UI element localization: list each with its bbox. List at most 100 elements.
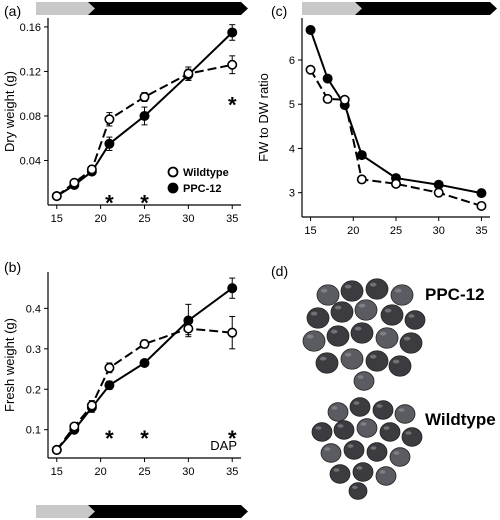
- seed-highlight: [393, 451, 400, 455]
- photo-label-ppc12: PPC-12: [425, 285, 485, 304]
- seed: [375, 466, 397, 486]
- x-tick-label: 25: [138, 466, 150, 478]
- panel-label-a: (a): [4, 3, 21, 19]
- seed: [372, 400, 394, 420]
- seed: [348, 482, 368, 500]
- data-point-ppc-12: [305, 24, 316, 35]
- seed: [394, 404, 416, 424]
- seed-highlight: [330, 329, 338, 334]
- y-tick-label: 5: [289, 99, 295, 111]
- seed: [404, 310, 426, 330]
- x-tick-label: 30: [433, 225, 445, 237]
- seed-highlight: [392, 359, 400, 364]
- seed-highlight: [379, 331, 387, 336]
- seed: [329, 464, 351, 484]
- x-tick-label: 20: [347, 225, 359, 237]
- seed-highlight: [334, 305, 342, 310]
- seed-highlight: [408, 314, 415, 318]
- legend-marker-ppc-12: [167, 182, 179, 194]
- x-tick-label: 30: [182, 213, 194, 225]
- seed-highlight: [369, 354, 377, 359]
- data-point-wildtype: [305, 64, 316, 75]
- seed: [320, 443, 342, 463]
- data-point-wildtype: [139, 92, 150, 103]
- data-point-ppc-12: [227, 283, 238, 294]
- x-tick-label: 35: [226, 213, 238, 225]
- seed-highlight: [333, 468, 340, 472]
- seed-highlight: [384, 308, 392, 313]
- data-point-wildtype: [183, 323, 194, 334]
- data-point-ppc-12: [139, 357, 150, 368]
- seed-highlight: [319, 356, 327, 361]
- stage-bar-dark-segment: [355, 2, 497, 15]
- significance-star: *: [105, 426, 114, 451]
- data-point-ppc-12: [104, 138, 115, 149]
- x-tick-label: 15: [51, 213, 63, 225]
- seed: [340, 280, 364, 302]
- y-axis-label: Dry weight (g): [2, 71, 17, 152]
- seed-highlight: [324, 447, 331, 451]
- stage-bar-dark-segment: [88, 2, 248, 15]
- seed-highlight: [370, 446, 377, 450]
- x-tick-label: 35: [226, 466, 238, 478]
- series-line-ppc-12: [309, 29, 482, 195]
- y-tick-label: 0.3: [26, 344, 41, 356]
- y-tick-label: 0.2: [26, 384, 41, 396]
- seed-highlight: [403, 336, 411, 341]
- seed-highlight: [369, 282, 377, 287]
- y-tick-label: 3: [289, 188, 295, 200]
- data-point-wildtype: [104, 114, 115, 125]
- y-tick-label: 0.12: [20, 66, 41, 78]
- panel-label-c: (c): [271, 3, 287, 19]
- seed-highlight: [383, 426, 390, 430]
- seed-highlight: [379, 470, 386, 474]
- seed-highlight: [347, 444, 354, 448]
- data-point-ppc-12: [433, 179, 444, 190]
- seed-highlight: [306, 334, 314, 339]
- seed: [352, 462, 374, 482]
- data-point-wildtype: [51, 191, 62, 202]
- x-tick-label: 25: [138, 213, 150, 225]
- seed-highlight: [315, 426, 322, 430]
- data-point-wildtype: [356, 174, 367, 185]
- data-point-wildtype: [227, 59, 238, 70]
- data-point-wildtype: [227, 327, 238, 338]
- seed: [365, 350, 389, 372]
- seed-highlight: [356, 466, 363, 470]
- chart-fw-dw-ratio: 3 4 5 6 15 20 25 30 35 FW to DW ratio: [256, 18, 490, 237]
- seed-photograph: PPC-12 Wildtype: [302, 278, 496, 500]
- panel-label-b: (b): [4, 259, 21, 275]
- panel-label-d: (d): [271, 263, 288, 279]
- data-point-wildtype: [104, 362, 115, 373]
- data-point-wildtype: [86, 400, 97, 411]
- seed-highlight: [357, 375, 364, 379]
- seed-highlight: [310, 311, 318, 316]
- chart-dry-weight: 0.04 0.08 0.12 0.16 15 20 25 30 35 Dry weight (g)…: [2, 18, 241, 225]
- seed: [330, 301, 354, 323]
- seed: [388, 355, 412, 377]
- legend-marker-wildtype: [167, 166, 179, 178]
- legend-label-ppc-12: PPC-12: [183, 183, 222, 195]
- data-point-wildtype: [183, 68, 194, 79]
- x-tick-label: 15: [304, 225, 316, 237]
- seed-cluster-ppc12: [302, 278, 426, 391]
- data-point-ppc-12: [139, 110, 150, 121]
- y-tick-label: 4: [289, 143, 295, 155]
- seed-highlight: [337, 424, 344, 428]
- data-point-wildtype: [339, 94, 350, 105]
- seed: [356, 418, 378, 438]
- significance-star: *: [228, 93, 237, 118]
- stage-bar-bottom: [36, 505, 248, 518]
- x-axis-label: DAP: [210, 438, 237, 453]
- data-point-wildtype: [69, 421, 80, 432]
- seed-highlight: [320, 288, 328, 293]
- seed: [389, 447, 411, 467]
- x-tick-label: 20: [95, 466, 107, 478]
- seed: [379, 422, 401, 442]
- x-tick-label: 25: [390, 225, 402, 237]
- data-point-wildtype: [69, 177, 80, 188]
- data-point-wildtype: [433, 187, 444, 198]
- seed-highlight: [358, 303, 366, 308]
- seed: [353, 371, 375, 391]
- seed: [315, 352, 339, 374]
